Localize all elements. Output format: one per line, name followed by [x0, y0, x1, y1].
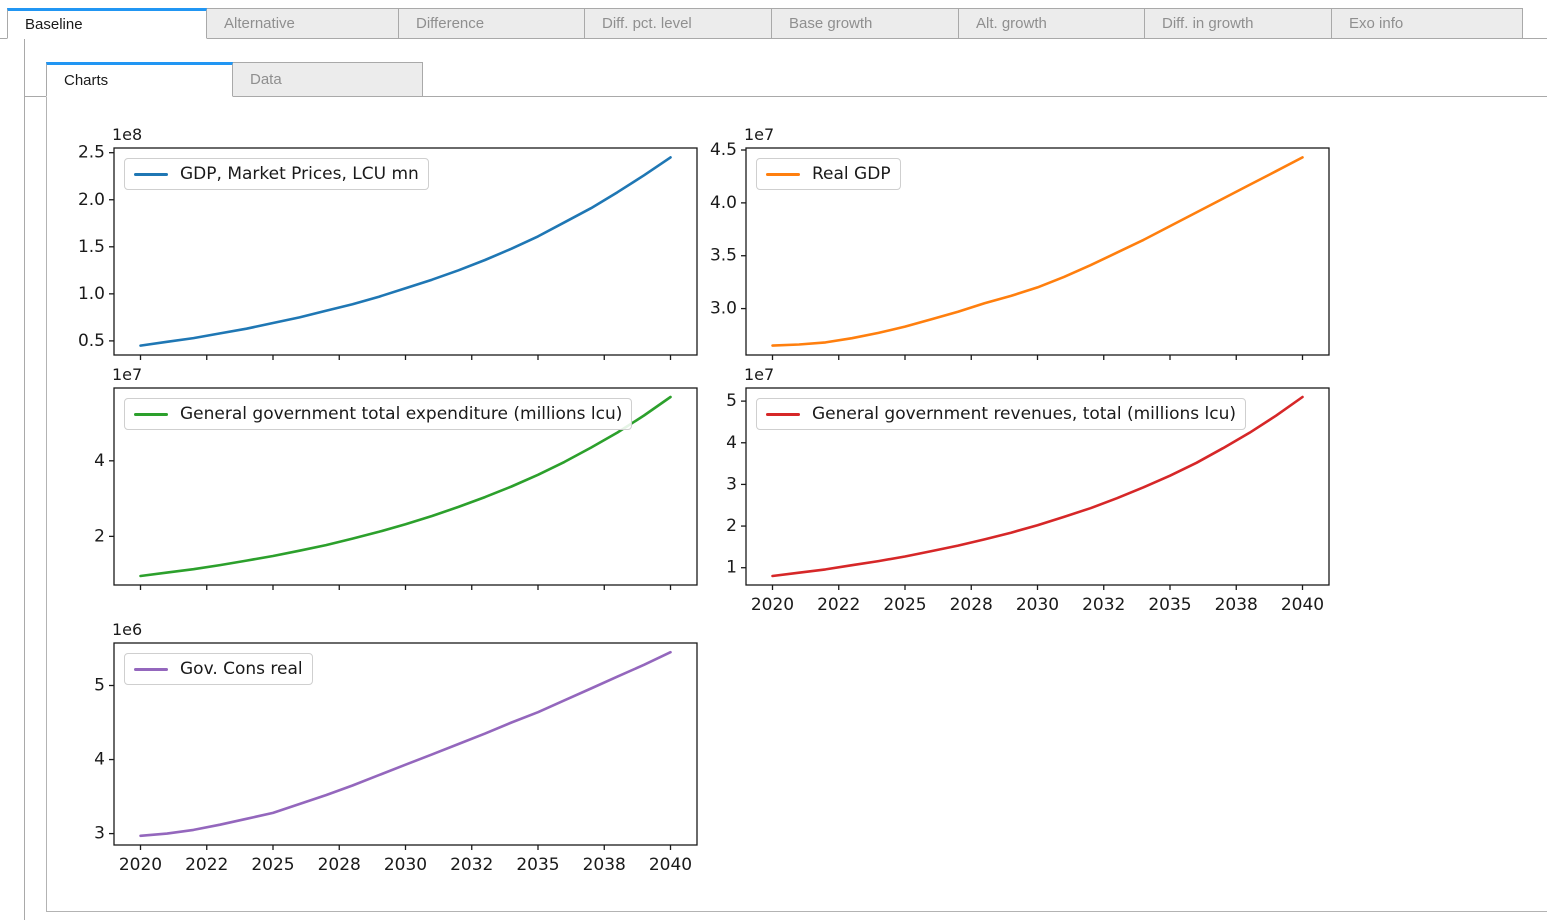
- x-tick-label: 2030: [1016, 595, 1059, 615]
- x-tick-label: 2032: [450, 855, 493, 875]
- x-tick-label: 2022: [817, 595, 860, 615]
- x-tick-label: 2025: [883, 595, 926, 615]
- y-tick-label: 4.5: [710, 140, 737, 160]
- y-tick-label: 3.5: [710, 246, 737, 266]
- legend-label: Real GDP: [812, 164, 891, 184]
- legend-label: General government total expenditure (mi…: [180, 404, 623, 424]
- legend-real-gdp: Real GDP: [756, 158, 901, 190]
- x-tick-label: 2035: [516, 855, 559, 875]
- series-line: [771, 156, 1304, 347]
- y-tick-label: 2.5: [78, 143, 105, 163]
- series-line: [139, 395, 672, 578]
- x-tick-label: 2040: [649, 855, 692, 875]
- axis-offset-label: 1e7: [744, 125, 775, 144]
- subtabbar-separator: [24, 96, 1547, 97]
- legend-govt-revenues: General government revenues, total (mill…: [756, 398, 1246, 430]
- y-tick-label: 2: [94, 526, 105, 546]
- y-tick-label: 3.0: [710, 299, 737, 319]
- series-line: [771, 395, 1304, 578]
- axis-offset-label: 1e6: [112, 620, 143, 639]
- legend-label: GDP, Market Prices, LCU mn: [180, 164, 419, 184]
- tab-base-growth[interactable]: Base growth: [771, 8, 959, 39]
- series-line: [139, 650, 672, 838]
- axis-offset-label: 1e7: [112, 365, 143, 384]
- axis-offset-label: 1e7: [744, 365, 775, 384]
- tab-diff-in-growth[interactable]: Diff. in growth: [1144, 8, 1332, 39]
- y-tick-label: 4: [94, 750, 105, 770]
- y-tick-label: 2: [726, 516, 737, 536]
- legend-gdp-market-prices: GDP, Market Prices, LCU mn: [124, 158, 429, 190]
- tab-baseline[interactable]: Baseline: [7, 8, 207, 39]
- y-tick-label: 4.0: [710, 193, 737, 213]
- legend-line-sample: [134, 412, 168, 416]
- y-tick-label: 5: [94, 676, 105, 696]
- x-tick-label: 2028: [318, 855, 361, 875]
- y-tick-label: 3: [726, 474, 737, 494]
- y-tick-label: 5: [726, 391, 737, 411]
- tab-alternative[interactable]: Alternative: [206, 8, 399, 39]
- legend-line-sample: [766, 412, 800, 416]
- x-tick-label: 2032: [1082, 595, 1125, 615]
- legend-label: Gov. Cons real: [180, 659, 303, 679]
- x-tick-label: 2040: [1281, 595, 1324, 615]
- x-tick-label: 2038: [583, 855, 626, 875]
- y-tick-label: 1: [726, 558, 737, 578]
- legend-line-sample: [766, 172, 800, 176]
- y-tick-label: 4: [726, 433, 737, 453]
- subtab-charts[interactable]: Charts: [46, 62, 233, 97]
- legend-line-sample: [134, 172, 168, 176]
- tab-alt-growth[interactable]: Alt. growth: [958, 8, 1145, 39]
- y-tick-label: 1.0: [78, 284, 105, 304]
- tab-difference[interactable]: Difference: [398, 8, 585, 39]
- panel-left-border: [24, 38, 25, 920]
- legend-label: General government revenues, total (mill…: [812, 404, 1236, 424]
- x-tick-label: 2022: [185, 855, 228, 875]
- main-tabbar: Baseline Alternative Difference Diff. pc…: [7, 8, 1523, 39]
- x-tick-label: 2020: [751, 595, 794, 615]
- charts-figure-canvas: 0.5 1.0 1.5 2.0 2.5 3.0 3.5 4.0 4.5 2 4 2020 2022 202…: [46, 97, 1547, 912]
- legend-gov-cons-real: Gov. Cons real: [124, 653, 313, 685]
- y-tick-label: 2.0: [78, 190, 105, 210]
- legend-line-sample: [134, 667, 168, 671]
- tab-diff-pct-level[interactable]: Diff. pct. level: [584, 8, 772, 39]
- charts-svg: 0.5 1.0 1.5 2.0 2.5 3.0 3.5 4.0 4.5 2 4 2020 2022 202…: [78, 140, 1330, 875]
- series-line: [139, 156, 672, 347]
- y-tick-label: 4: [94, 451, 105, 471]
- subtab-data[interactable]: Data: [232, 62, 423, 97]
- x-tick-label: 2020: [119, 855, 162, 875]
- x-tick-label: 2035: [1148, 595, 1191, 615]
- y-tick-label: 0.5: [78, 331, 105, 351]
- axis-offset-label: 1e8: [112, 125, 143, 144]
- x-tick-label: 2030: [384, 855, 427, 875]
- legend-govt-expenditure: General government total expenditure (mi…: [124, 398, 633, 430]
- x-tick-label: 2038: [1215, 595, 1258, 615]
- x-tick-label: 2025: [251, 855, 294, 875]
- y-tick-label: 1.5: [78, 237, 105, 257]
- x-tick-label: 2028: [950, 595, 993, 615]
- tab-exo-info[interactable]: Exo info: [1331, 8, 1523, 39]
- sub-tabbar: Charts Data: [46, 62, 423, 97]
- y-tick-label: 3: [94, 824, 105, 844]
